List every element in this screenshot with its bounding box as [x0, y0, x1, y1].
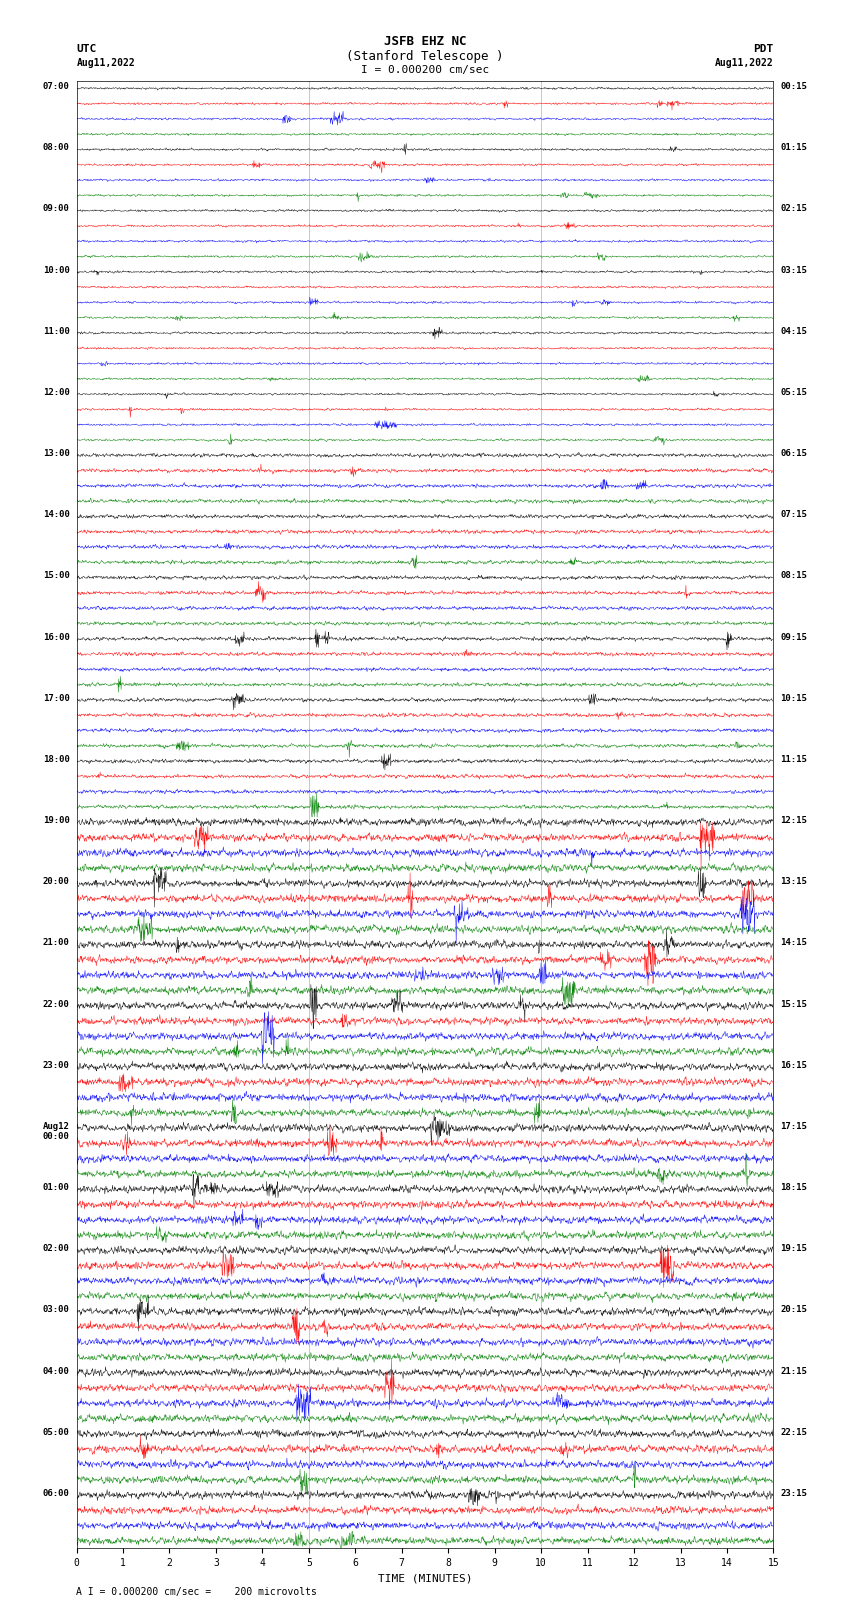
- Text: 00:15: 00:15: [780, 82, 808, 92]
- Text: 17:00: 17:00: [42, 694, 70, 703]
- Text: 14:00: 14:00: [42, 510, 70, 519]
- Text: 21:00: 21:00: [42, 939, 70, 947]
- Text: 16:00: 16:00: [42, 632, 70, 642]
- Text: 23:15: 23:15: [780, 1489, 808, 1498]
- Text: 17:15: 17:15: [780, 1123, 808, 1131]
- Text: 03:00: 03:00: [42, 1305, 70, 1315]
- Text: 11:00: 11:00: [42, 327, 70, 336]
- Text: 12:00: 12:00: [42, 389, 70, 397]
- Text: 06:15: 06:15: [780, 448, 808, 458]
- Text: Aug12
00:00: Aug12 00:00: [42, 1123, 70, 1142]
- Text: 01:15: 01:15: [780, 144, 808, 152]
- Text: 18:15: 18:15: [780, 1182, 808, 1192]
- Text: JSFB EHZ NC: JSFB EHZ NC: [383, 35, 467, 48]
- Text: 09:15: 09:15: [780, 632, 808, 642]
- Text: 23:00: 23:00: [42, 1061, 70, 1069]
- Text: 05:15: 05:15: [780, 389, 808, 397]
- Text: 07:15: 07:15: [780, 510, 808, 519]
- Text: 18:00: 18:00: [42, 755, 70, 765]
- Text: UTC: UTC: [76, 44, 97, 53]
- Text: 11:15: 11:15: [780, 755, 808, 765]
- Text: 22:15: 22:15: [780, 1428, 808, 1437]
- Text: 08:00: 08:00: [42, 144, 70, 152]
- Text: 22:00: 22:00: [42, 1000, 70, 1008]
- X-axis label: TIME (MINUTES): TIME (MINUTES): [377, 1574, 473, 1584]
- Text: 12:15: 12:15: [780, 816, 808, 826]
- Text: I = 0.000200 cm/sec: I = 0.000200 cm/sec: [361, 65, 489, 74]
- Text: 06:00: 06:00: [42, 1489, 70, 1498]
- Text: 03:15: 03:15: [780, 266, 808, 274]
- Text: A I = 0.000200 cm/sec =    200 microvolts: A I = 0.000200 cm/sec = 200 microvolts: [76, 1587, 317, 1597]
- Text: 15:15: 15:15: [780, 1000, 808, 1008]
- Text: 20:00: 20:00: [42, 877, 70, 886]
- Text: 07:00: 07:00: [42, 82, 70, 92]
- Text: 15:00: 15:00: [42, 571, 70, 581]
- Text: 02:15: 02:15: [780, 205, 808, 213]
- Text: 19:15: 19:15: [780, 1244, 808, 1253]
- Text: 05:00: 05:00: [42, 1428, 70, 1437]
- Text: 13:15: 13:15: [780, 877, 808, 886]
- Text: 01:00: 01:00: [42, 1182, 70, 1192]
- Text: 21:15: 21:15: [780, 1366, 808, 1376]
- Text: 04:15: 04:15: [780, 327, 808, 336]
- Text: Aug11,2022: Aug11,2022: [76, 58, 135, 68]
- Text: 14:15: 14:15: [780, 939, 808, 947]
- Text: Aug11,2022: Aug11,2022: [715, 58, 774, 68]
- Text: 10:15: 10:15: [780, 694, 808, 703]
- Text: PDT: PDT: [753, 44, 774, 53]
- Text: 19:00: 19:00: [42, 816, 70, 826]
- Text: 16:15: 16:15: [780, 1061, 808, 1069]
- Text: (Stanford Telescope ): (Stanford Telescope ): [346, 50, 504, 63]
- Text: 13:00: 13:00: [42, 448, 70, 458]
- Text: 02:00: 02:00: [42, 1244, 70, 1253]
- Text: 04:00: 04:00: [42, 1366, 70, 1376]
- Text: 10:00: 10:00: [42, 266, 70, 274]
- Text: 09:00: 09:00: [42, 205, 70, 213]
- Text: 08:15: 08:15: [780, 571, 808, 581]
- Text: 20:15: 20:15: [780, 1305, 808, 1315]
